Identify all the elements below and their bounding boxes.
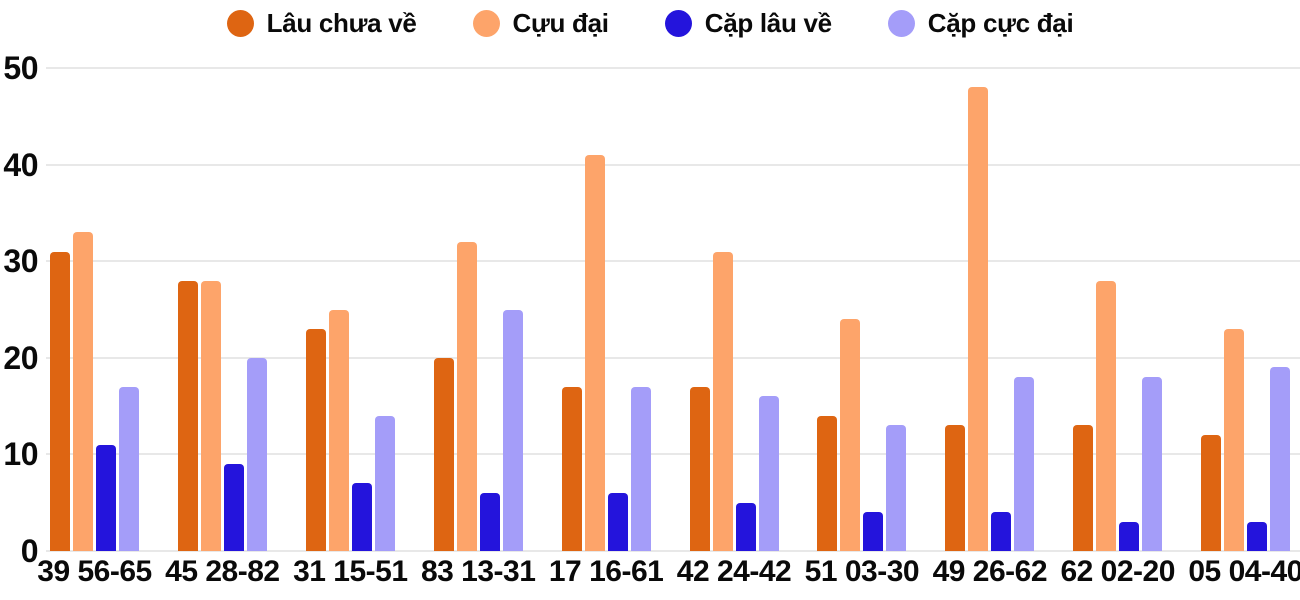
bar [223,464,244,551]
bar [246,357,267,551]
bar [607,493,628,551]
legend-item[interactable]: Cựu đại [472,7,609,39]
bar [305,328,326,551]
y-axis-tick-label: 20 [3,339,38,376]
bar [456,241,477,551]
gridline [46,260,1300,263]
chart-legend: Lâu chưa về Cựu đại Cặp lâu về Cặp cực đại [0,0,1300,46]
gridline [46,356,1300,359]
bar [119,386,139,551]
bar [200,280,221,551]
bar [177,280,198,551]
bar [630,386,651,551]
y-axis-tick-label: 40 [3,146,38,183]
legend-swatch-icon [226,9,254,37]
bar [502,309,523,551]
x-axis-category-label: 83 13-31 [420,555,536,588]
gridline [46,550,1300,552]
bar [1247,522,1268,551]
bar [945,425,966,551]
legend-label: Cặp lâu về [704,7,832,38]
legend-label: Lâu chưa về [266,7,417,38]
x-axis-category-label: 42 24-42 [676,555,792,588]
bar [433,357,454,551]
x-axis-category-label: 39 56-65 [37,555,152,588]
bar [840,319,861,551]
y-axis-tick-label: 30 [3,243,38,280]
bar [561,386,582,551]
bar [1201,435,1222,551]
bar [863,512,884,551]
legend-item[interactable]: Lâu chưa về [226,7,417,39]
bar [50,251,70,551]
gridline [46,67,1300,69]
x-axis-category-label: 62 02-20 [1060,555,1175,588]
bar [735,502,756,551]
legend-swatch-icon [887,9,915,37]
bar [96,444,116,551]
bar [968,87,989,551]
y-axis-tick-label: 0 [20,533,39,569]
bar [991,512,1012,551]
bar [351,483,372,551]
x-axis-category-label: 45 28-82 [165,555,280,588]
bar [1096,280,1117,551]
bar [1224,328,1245,551]
bar [374,415,395,551]
gridline [46,453,1300,456]
legend-label: Cựu đại [512,7,609,38]
bar [73,232,93,551]
bar [1270,367,1291,551]
bar [479,493,500,551]
bar [689,386,710,551]
bar [1014,377,1035,551]
x-axis-category-label: 31 15-51 [293,555,408,588]
legend-item[interactable]: Cặp cực đại [887,7,1074,39]
y-axis-tick-label: 10 [3,436,38,473]
bar [1119,522,1140,551]
bar [758,396,779,551]
bar [1142,377,1163,551]
bar [817,415,838,551]
legend-label: Cặp cực đại [927,7,1074,38]
legend-swatch-icon [472,9,500,37]
x-axis-category-label: 49 26-62 [932,555,1048,588]
bar [712,251,733,551]
x-axis-category-label: 51 03-30 [804,555,920,588]
bar [1073,425,1094,551]
bar [328,309,349,551]
bar [584,154,605,551]
legend-item[interactable]: Cặp lâu về [664,7,832,39]
gridline [46,163,1300,166]
legend-swatch-icon [664,9,692,37]
bar [886,425,907,551]
x-axis-category-label: 05 04-40 [1188,555,1300,588]
y-axis-tick-label: 50 [3,50,38,86]
x-axis-category-label: 17 16-61 [548,555,664,588]
